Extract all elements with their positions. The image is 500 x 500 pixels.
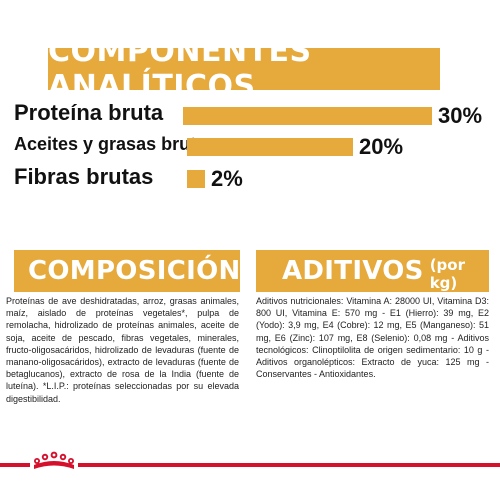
royal-canin-crown-logo-icon — [30, 445, 78, 471]
analytics-percent-fats: 20% — [359, 134, 404, 159]
analytics-bar-protein — [183, 107, 432, 125]
analytics-bar-fiber — [187, 170, 205, 188]
analytics-label-protein: Proteína bruta — [14, 100, 164, 125]
analytics-row-protein: Proteína bruta — [14, 100, 163, 126]
analytics-percent-protein: 30% — [438, 103, 483, 128]
additives-title: ADITIVOS — [282, 256, 424, 286]
analytics-label-fiber: Fibras brutas — [14, 164, 154, 189]
analytics-row-fiber: Fibras brutas — [14, 164, 153, 190]
composition-header: COMPOSICIÓN — [14, 250, 240, 292]
additives-header: ADITIVOS (por kg) — [256, 250, 489, 292]
analytics-label-fats: Aceites y grasas brutos — [14, 134, 218, 154]
additives-unit: (por kg) — [429, 256, 465, 292]
analytics-header: COMPONENTES ANALÍTICOS — [48, 34, 440, 104]
additives-text: Aditivos nutricionales: Vitamina A: 2800… — [256, 296, 489, 380]
analytics-row-fats: Aceites y grasas brutos — [14, 134, 217, 155]
composition-text: Proteínas de ave deshidratadas, arroz, g… — [6, 296, 239, 404]
analytics-title: COMPONENTES ANALÍTICOS — [48, 34, 312, 104]
composition-title: COMPOSICIÓN — [28, 256, 241, 286]
analytics-bar-fats — [187, 138, 353, 156]
footer-red-line — [0, 463, 500, 467]
analytics-percent-fiber: 2% — [211, 166, 243, 191]
